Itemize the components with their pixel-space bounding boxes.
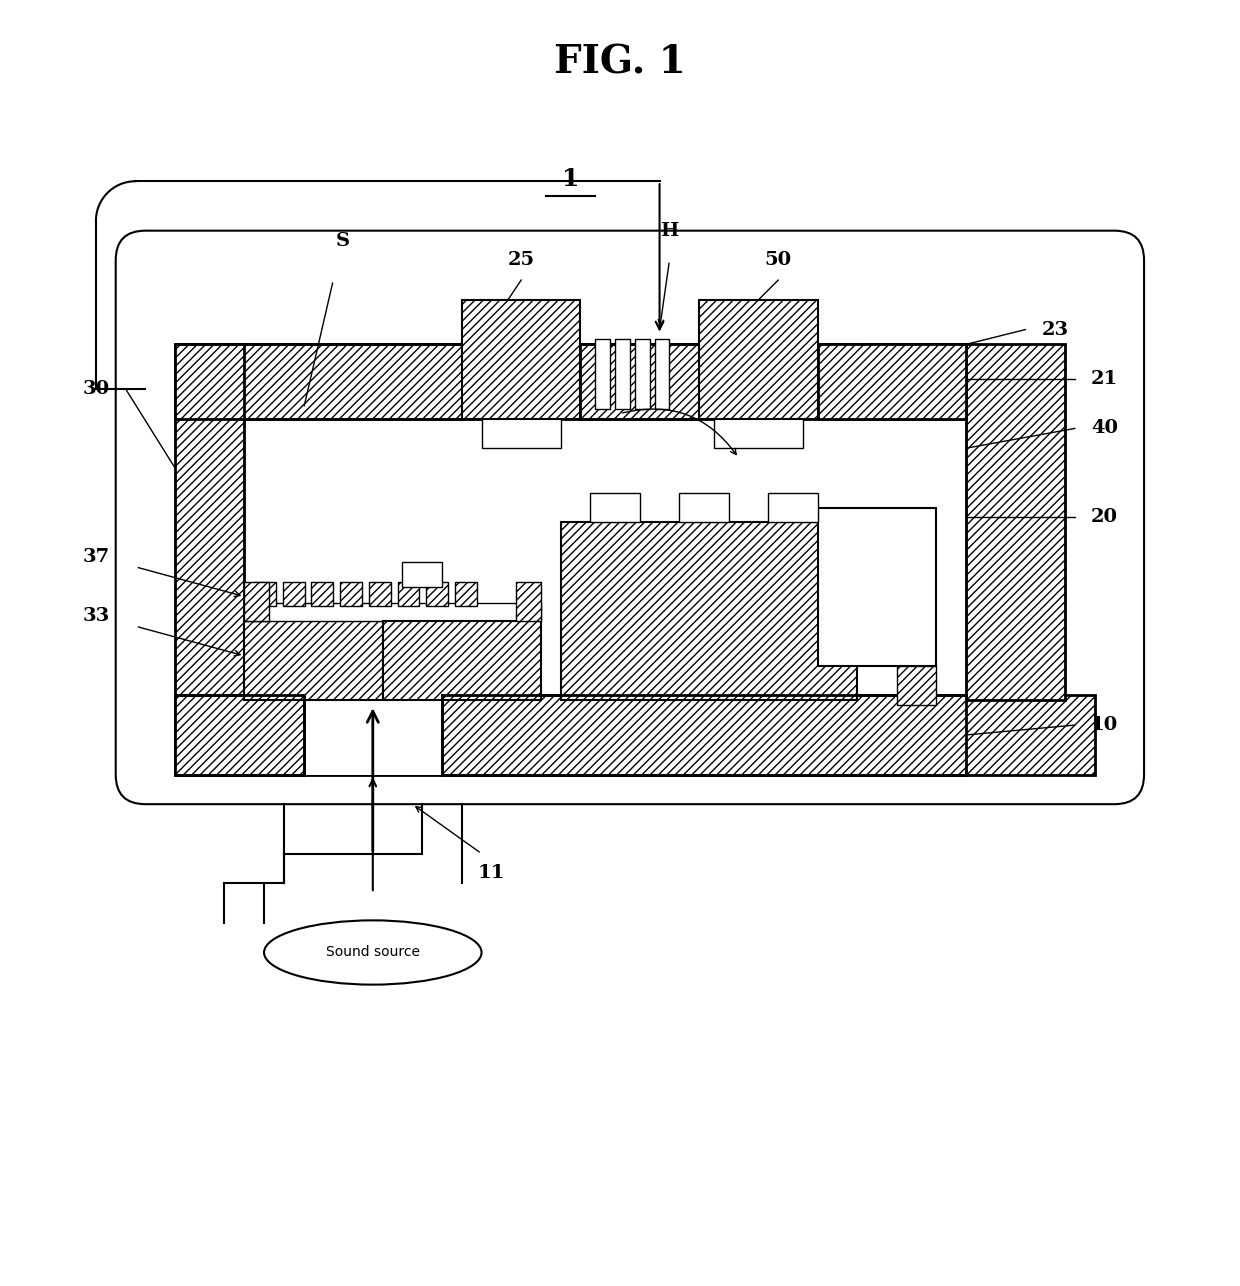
Bar bbox=[175, 345, 244, 701]
Bar bbox=[461, 300, 580, 418]
Bar bbox=[175, 696, 1095, 774]
Text: H: H bbox=[660, 221, 678, 239]
Bar bbox=[966, 345, 1065, 701]
FancyBboxPatch shape bbox=[115, 230, 1145, 804]
Bar bbox=[461, 345, 580, 418]
Bar bbox=[427, 581, 448, 607]
Bar bbox=[403, 562, 441, 586]
Bar bbox=[283, 581, 305, 607]
Bar bbox=[817, 508, 936, 666]
Bar bbox=[340, 581, 362, 607]
Bar bbox=[368, 581, 391, 607]
Text: 40: 40 bbox=[1091, 419, 1118, 437]
Bar bbox=[244, 418, 966, 701]
Bar bbox=[175, 696, 304, 774]
Text: 20: 20 bbox=[1091, 508, 1118, 526]
Bar bbox=[699, 345, 867, 418]
Bar bbox=[635, 340, 650, 409]
Bar bbox=[304, 696, 441, 774]
Text: 37: 37 bbox=[82, 548, 109, 566]
Text: FIG. 1: FIG. 1 bbox=[554, 44, 686, 81]
Bar bbox=[560, 522, 857, 701]
Bar bbox=[244, 603, 541, 621]
Text: 10: 10 bbox=[1091, 716, 1118, 734]
Text: 30: 30 bbox=[82, 379, 109, 397]
Text: 33: 33 bbox=[82, 607, 109, 625]
Bar bbox=[244, 581, 269, 621]
Bar bbox=[817, 345, 966, 418]
Bar bbox=[398, 581, 419, 607]
Ellipse shape bbox=[264, 921, 481, 985]
Bar bbox=[769, 493, 817, 522]
Text: S: S bbox=[336, 231, 350, 249]
Bar bbox=[383, 621, 541, 701]
Bar bbox=[615, 340, 630, 409]
Bar bbox=[455, 581, 476, 607]
Bar bbox=[699, 300, 817, 418]
Bar bbox=[441, 696, 966, 774]
Text: 23: 23 bbox=[1042, 320, 1069, 338]
Bar bbox=[244, 621, 383, 701]
Bar bbox=[595, 340, 610, 409]
Bar bbox=[254, 581, 275, 607]
Bar bbox=[897, 666, 936, 705]
Text: 25: 25 bbox=[507, 251, 534, 269]
Text: 1: 1 bbox=[562, 167, 579, 192]
Text: 21: 21 bbox=[1091, 370, 1118, 388]
Bar bbox=[655, 340, 670, 409]
Bar bbox=[311, 581, 334, 607]
Text: Sound source: Sound source bbox=[326, 945, 420, 959]
Bar bbox=[175, 345, 966, 418]
Bar bbox=[714, 414, 804, 449]
Bar bbox=[516, 581, 541, 621]
Text: 50: 50 bbox=[765, 251, 792, 269]
Text: 11: 11 bbox=[477, 864, 505, 882]
Bar bbox=[481, 414, 560, 449]
Bar bbox=[680, 493, 729, 522]
Bar bbox=[590, 493, 640, 522]
